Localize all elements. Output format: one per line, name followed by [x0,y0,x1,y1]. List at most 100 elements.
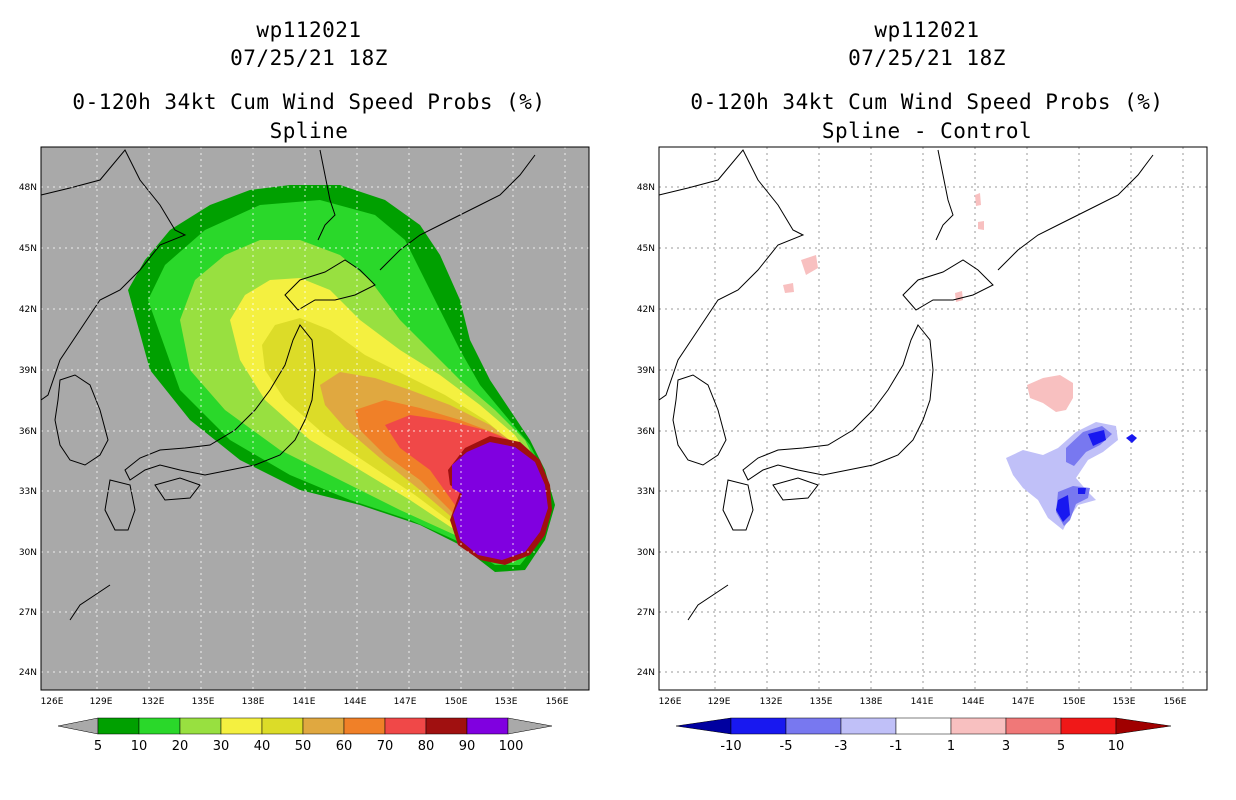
coast-ryukyu [687,584,729,621]
lon-label-141e: 141E [293,697,316,707]
coast-korea [672,374,727,466]
map-frame [40,146,590,691]
colorbar-swatch-70 [384,717,427,735]
lon-label-144e: 144E [344,697,367,707]
timestamp: 07/25/21 18Z [848,46,1006,70]
diff-positive-small-4 [978,221,984,230]
lon-label-138e: 138E [242,697,265,707]
colorbar-swatch-n10 [730,717,787,735]
lat-label-48n: 48N [637,183,655,193]
right-colorbar-labels: -10 -5 -3 -1 1 3 5 10 [720,739,1124,754]
probability-contours [128,185,555,572]
lat-label-27n: 27N [19,608,37,618]
method-title: Spline - Control [821,119,1033,143]
cb-label-50: 50 [295,739,312,754]
cb-label-10: 10 [131,739,148,754]
colorbar-swatch-60 [343,717,386,735]
lon-label-144e: 144E [962,697,985,707]
timestamp: 07/25/21 18Z [230,46,388,70]
lon-label-153e: 153E [495,697,518,707]
coast-sakhalin [317,149,336,241]
right-colorbar [675,717,1172,735]
colorbar-swatch-20 [179,717,222,735]
diff-positive-small-1 [801,255,818,275]
lon-label-129e: 129E [90,697,113,707]
lat-label-36n: 36N [19,427,37,437]
colorbar-swatch-n1 [895,717,952,735]
coast-kyushu [722,479,754,531]
product-title: 0-120h 34kt Cum Wind Speed Probs (%) [690,90,1164,114]
cb-label-100: 100 [499,739,524,754]
colorbar-swatch-40 [261,717,304,735]
colorbar-swatch-10 [138,717,181,735]
lat-label-27n: 27N [637,608,655,618]
right-map-svg: 48N 45N 42N 39N 36N 33N 30N 27N 24N 126E… [637,146,1208,754]
left-panel: wp112021 07/25/21 18Z 0-120h 34kt Cum Wi… [19,18,590,754]
lon-label-135e: 135E [192,697,215,707]
product-title: 0-120h 34kt Cum Wind Speed Probs (%) [72,90,546,114]
colorbar-arrow-low [675,717,732,735]
coast-shikoku [772,477,819,501]
coast-kurils [997,154,1154,271]
diff-negative-dark-3 [1078,488,1086,494]
left-colorbar-labels: 5 10 20 30 40 50 60 70 80 90 100 [94,739,524,754]
colorbar-arrow-high [507,717,553,735]
lon-label-138e: 138E [860,697,883,707]
coast-korea [54,374,109,466]
lat-labels: 48N 45N 42N 39N 36N 33N 30N 27N 24N [19,183,37,678]
prob-contour-90 [452,442,548,560]
lat-label-36n: 36N [637,427,655,437]
coast-hokkaido [284,259,376,311]
lon-label-156e: 156E [1164,697,1187,707]
lat-labels: 48N 45N 42N 39N 36N 33N 30N 27N 24N [637,183,655,678]
colorbar-swatch-p1 [950,717,1007,735]
coast-hokkaido [902,259,994,311]
map-grid [41,147,589,690]
cb-label-90: 90 [459,739,476,754]
coast-honshu [742,324,934,481]
storm-id: wp112021 [256,18,362,42]
cb-label-60: 60 [336,739,353,754]
cb-label-p3: 3 [1002,739,1010,754]
diff-negative-dark-2 [1056,495,1070,522]
lon-label-132e: 132E [760,697,783,707]
colorbar-swatch-p5 [1060,717,1117,735]
left-map-svg: 48N 45N 42N 39N 36N 33N 30N 27N 24N 126E… [19,146,590,754]
lat-label-30n: 30N [19,548,37,558]
lat-label-33n: 33N [19,487,37,497]
lon-labels: 126E 129E 132E 135E 138E 141E 144E 147E … [659,697,1187,707]
lat-label-42n: 42N [19,305,37,315]
diff-negative-dot [1126,434,1137,443]
colorbar-swatch-n5 [785,717,842,735]
cb-label-70: 70 [377,739,394,754]
cb-label-p5: 5 [1057,739,1065,754]
lat-label-24n: 24N [637,668,655,678]
lat-label-45n: 45N [637,244,655,254]
lat-label-42n: 42N [637,305,655,315]
coast-sakhalin [935,149,954,241]
cb-label-p1: 1 [947,739,955,754]
colorbar-swatch-p3 [1005,717,1062,735]
lat-label-39n: 39N [637,366,655,376]
lat-label-30n: 30N [637,548,655,558]
lat-label-39n: 39N [19,366,37,376]
cb-label-p10: 10 [1108,739,1125,754]
colorbar-swatch-50 [302,717,345,735]
lon-label-126e: 126E [659,697,682,707]
cb-label-n10: -10 [720,739,741,754]
colorbar-arrow-high [1115,717,1172,735]
method-title: Spline [269,119,349,143]
coast-kurils [379,154,536,271]
lon-label-150e: 150E [445,697,468,707]
left-colorbar [57,717,553,735]
cb-label-n3: -3 [835,739,848,754]
lon-label-147e: 147E [394,697,417,707]
map-frame [658,146,1208,691]
lat-label-48n: 48N [19,183,37,193]
lon-label-132e: 132E [142,697,165,707]
lat-label-33n: 33N [637,487,655,497]
cb-label-80: 80 [418,739,435,754]
coast-honshu [124,324,316,481]
colorbar-swatch-5 [97,717,140,735]
lat-label-45n: 45N [19,244,37,254]
